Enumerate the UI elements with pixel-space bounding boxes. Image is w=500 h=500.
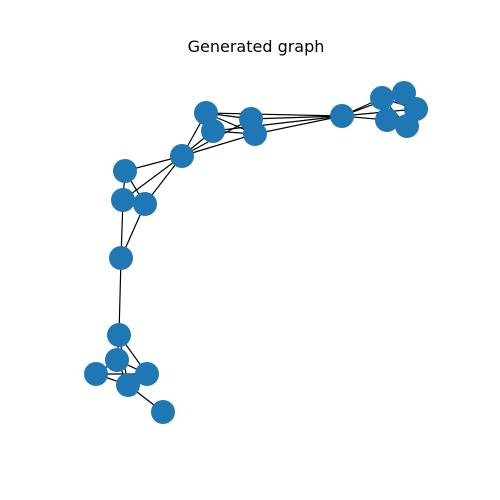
graph-node xyxy=(170,144,194,168)
graph-node xyxy=(107,323,131,347)
graph-node xyxy=(111,188,135,212)
graph-edge xyxy=(205,112,343,117)
graph-node xyxy=(330,104,354,128)
graph-node xyxy=(135,362,159,386)
graph-edge xyxy=(250,115,343,120)
graph-node xyxy=(133,192,157,216)
graph-edge xyxy=(118,257,122,336)
graph-node xyxy=(243,122,267,146)
graph-node xyxy=(109,246,133,270)
graph-edge xyxy=(122,155,183,201)
graph-node xyxy=(113,159,137,183)
node-layer xyxy=(84,81,428,424)
graph-node xyxy=(370,86,394,110)
graph-node xyxy=(105,348,129,372)
graph-node xyxy=(84,362,108,386)
graph-node xyxy=(151,400,175,424)
graph-edge xyxy=(254,115,343,135)
graph-node xyxy=(375,108,399,132)
graph-node xyxy=(201,119,225,143)
graph-edge xyxy=(181,133,256,157)
graph-node xyxy=(395,114,419,138)
graph-node xyxy=(194,101,218,125)
graph-node xyxy=(116,373,140,397)
graph-title: Generated graph xyxy=(188,37,325,56)
